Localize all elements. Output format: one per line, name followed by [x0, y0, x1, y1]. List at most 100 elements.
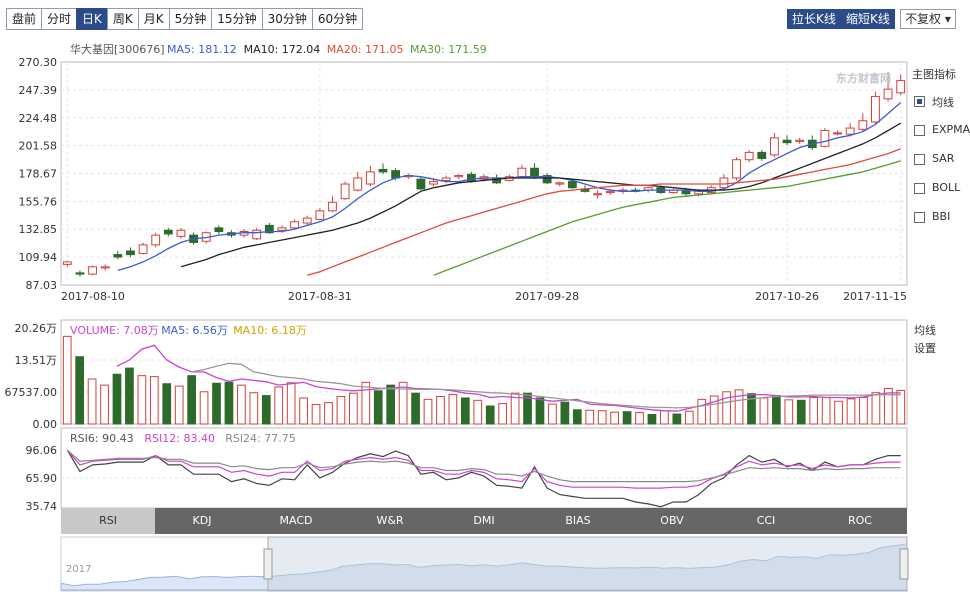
volume-bar — [510, 392, 520, 425]
candle — [62, 260, 72, 267]
volume-y-tick: 13.51万 — [15, 354, 58, 367]
indicator-tab-6[interactable]: OBV — [625, 508, 719, 534]
candle — [820, 128, 830, 148]
candle — [88, 265, 97, 276]
candle-body — [277, 227, 287, 231]
indicator-checkbox-3[interactable] — [914, 183, 925, 194]
candle — [163, 227, 173, 237]
main-y-tick: 247.39 — [19, 84, 58, 97]
volume-bar — [311, 404, 321, 425]
candle — [795, 137, 805, 144]
volume-bar — [75, 356, 85, 425]
watermark-text: 东方财富网 — [836, 71, 891, 85]
ma-settings-button[interactable]: 均线 设置 — [914, 322, 954, 358]
candle — [340, 181, 350, 200]
candle — [770, 132, 779, 158]
candle-body — [163, 229, 173, 235]
volume-bar — [722, 391, 731, 425]
period-tabs: 盘前 分时 日K 周K 月K 5分钟 15分钟 30分钟 60分钟 — [6, 8, 364, 30]
volume-legend-label: MA10: 6.18万 — [233, 324, 307, 337]
indicator-tab-0[interactable]: RSI — [61, 508, 155, 534]
candle-body — [820, 130, 830, 147]
tab-period-8[interactable]: 60分钟 — [311, 8, 364, 30]
candle — [214, 225, 224, 234]
volume-bar — [672, 413, 682, 425]
candle-body — [530, 167, 539, 178]
volume-bar — [299, 397, 308, 425]
indicator-checkbox-1[interactable] — [914, 125, 925, 136]
volume-bar — [896, 389, 906, 425]
volume-y-tick: 20.26万 — [15, 322, 58, 335]
candle-body — [328, 201, 337, 212]
volume-bar — [821, 396, 831, 425]
candle — [100, 264, 110, 271]
candle — [302, 215, 312, 226]
tab-period-1[interactable]: 分时 — [41, 8, 78, 30]
volume-bar — [697, 398, 707, 425]
candle — [315, 208, 325, 221]
rsi-legend-label: RSI6: 90.43 — [70, 432, 134, 445]
candle-body — [429, 181, 438, 185]
volume-panel-frame — [60, 319, 908, 425]
indicator-checkbox-2[interactable] — [914, 154, 925, 165]
ma10-line — [180, 122, 902, 268]
volume-bar — [883, 387, 893, 425]
ma-legend-label: MA10: 172.04 — [244, 43, 321, 56]
indicator-tab-8[interactable]: ROC — [813, 508, 907, 534]
candle-body — [795, 139, 805, 142]
volume-bar — [87, 378, 97, 425]
candle — [353, 171, 363, 192]
tab-period-5[interactable]: 5分钟 — [168, 8, 213, 30]
indicator-checkbox-4[interactable] — [914, 212, 925, 223]
main-y-tick: 155.76 — [19, 195, 58, 208]
candle — [719, 174, 729, 189]
volume-bar — [871, 392, 881, 425]
tab-period-2[interactable]: 日K — [76, 8, 108, 30]
rsi-y-tick: 96.06 — [26, 444, 58, 457]
shrink-kline-button[interactable]: 缩短K线 — [841, 9, 895, 29]
volume-bar — [485, 405, 495, 425]
candle — [845, 123, 855, 137]
indicator-tab-2[interactable]: MACD — [249, 508, 343, 534]
candle-body — [138, 244, 148, 254]
indicator-checkbox-0[interactable] — [914, 96, 925, 107]
rsi-line-rsi6 — [66, 449, 901, 508]
stretch-kline-button[interactable]: 拉长K线 — [787, 9, 841, 29]
candle — [732, 157, 741, 181]
tab-period-7[interactable]: 30分钟 — [261, 8, 313, 30]
indicator-tab-1[interactable]: KDJ — [155, 508, 249, 534]
candle-body — [744, 151, 754, 161]
ma-settings-line2: 设置 — [914, 342, 936, 355]
indicator-tab-7[interactable]: CCI — [719, 508, 813, 534]
indicator-tab-3[interactable]: W&R — [343, 508, 437, 534]
indicator-option-label: BOLL — [932, 181, 961, 194]
candle-body — [567, 181, 577, 189]
side-panel-title: 主图指标 — [912, 68, 956, 81]
rsi-legend-label: RSI12: 83.40 — [144, 432, 215, 445]
volume-bar — [834, 400, 843, 425]
adjust-select[interactable]: 不复权 ▾ — [900, 9, 956, 29]
tab-period-4[interactable]: 月K — [137, 8, 170, 30]
volume-bar — [224, 381, 234, 425]
rsi-y-tick: 35.74 — [26, 500, 58, 513]
volume-bar — [100, 384, 109, 425]
main-y-tick: 109.94 — [19, 251, 58, 264]
candle-body — [113, 254, 123, 258]
volume-bar — [336, 396, 346, 425]
volume-bar — [734, 389, 744, 425]
candle-body — [340, 183, 350, 200]
volume-bar — [809, 396, 819, 425]
candle — [75, 270, 85, 277]
volume-bar — [373, 390, 383, 425]
candle — [290, 219, 300, 230]
indicator-tab-4[interactable]: DMI — [437, 508, 531, 534]
main-y-tick: 87.03 — [26, 279, 58, 292]
candle-body — [593, 193, 603, 196]
volume-bar — [286, 382, 296, 425]
volume-bar — [149, 376, 159, 425]
volume-bar — [846, 398, 856, 425]
indicator-option-label: SAR — [932, 152, 955, 165]
candle — [757, 149, 767, 161]
candle — [883, 72, 893, 102]
indicator-tab-5[interactable]: BIAS — [531, 508, 625, 534]
